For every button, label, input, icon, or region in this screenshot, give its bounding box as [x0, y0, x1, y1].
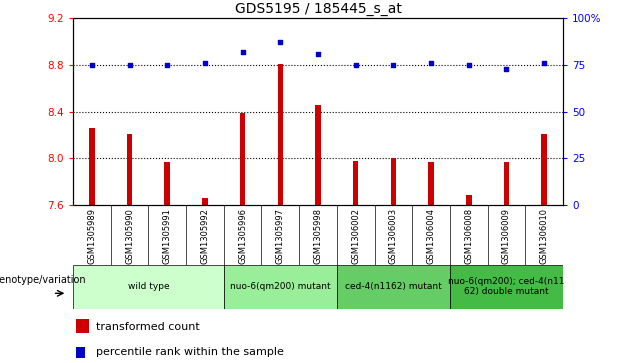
Bar	[127, 134, 132, 205]
Text: GSM1306009: GSM1306009	[502, 208, 511, 264]
Point	[464, 62, 474, 68]
Text: GSM1306002: GSM1306002	[351, 208, 360, 264]
Bar	[315, 105, 321, 205]
Point	[238, 49, 248, 55]
Bar	[466, 195, 471, 205]
Bar	[391, 158, 396, 205]
Point	[350, 62, 361, 68]
Bar	[202, 198, 208, 205]
Point	[388, 62, 398, 68]
Bar	[89, 128, 95, 205]
Title: GDS5195 / 185445_s_at: GDS5195 / 185445_s_at	[235, 2, 401, 16]
Point	[426, 60, 436, 66]
Bar	[73, 265, 224, 309]
Point	[539, 60, 549, 66]
Bar	[76, 319, 89, 333]
Bar	[337, 265, 450, 309]
Text: GSM1306004: GSM1306004	[427, 208, 436, 264]
Bar	[165, 162, 170, 205]
Text: ced-4(n1162) mutant: ced-4(n1162) mutant	[345, 282, 442, 291]
Text: GSM1305992: GSM1305992	[200, 208, 209, 264]
Bar	[224, 265, 337, 309]
Text: nuo-6(qm200) mutant: nuo-6(qm200) mutant	[230, 282, 331, 291]
Text: GSM1306003: GSM1306003	[389, 208, 398, 264]
Text: GSM1306008: GSM1306008	[464, 208, 473, 264]
Text: GSM1305990: GSM1305990	[125, 208, 134, 264]
Text: transformed count: transformed count	[97, 322, 200, 331]
Text: GSM1305998: GSM1305998	[314, 208, 322, 264]
Text: GSM1305996: GSM1305996	[238, 208, 247, 264]
Bar	[450, 265, 563, 309]
Bar	[504, 162, 509, 205]
Point	[87, 62, 97, 68]
Text: GSM1305989: GSM1305989	[88, 208, 97, 264]
Text: GSM1306010: GSM1306010	[539, 208, 548, 264]
Point	[162, 62, 172, 68]
Bar	[428, 162, 434, 205]
Text: nuo-6(qm200); ced-4(n11
62) double mutant: nuo-6(qm200); ced-4(n11 62) double mutan…	[448, 277, 565, 297]
Text: genotype/variation: genotype/variation	[0, 275, 86, 285]
Text: GSM1305991: GSM1305991	[163, 208, 172, 264]
Point	[275, 40, 286, 45]
Bar	[240, 113, 245, 205]
Point	[125, 62, 135, 68]
Text: wild type: wild type	[128, 282, 169, 291]
Bar	[353, 161, 359, 205]
Bar	[277, 64, 283, 205]
Bar	[76, 347, 85, 358]
Point	[313, 51, 323, 57]
Bar	[541, 134, 547, 205]
Text: percentile rank within the sample: percentile rank within the sample	[97, 347, 284, 357]
Text: GSM1305997: GSM1305997	[276, 208, 285, 264]
Point	[501, 66, 511, 72]
Point	[200, 60, 210, 66]
